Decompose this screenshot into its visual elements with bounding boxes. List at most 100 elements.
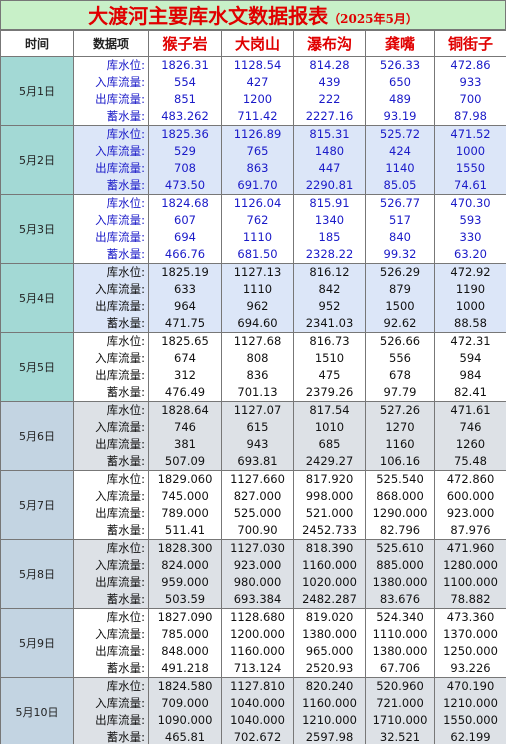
value: 700.90	[237, 523, 278, 537]
value: 1826.31	[161, 58, 209, 72]
value: 1127.68	[233, 334, 282, 348]
value-cell: 815.31 1480 447 2290.81	[293, 125, 366, 195]
value: 472.31	[450, 334, 491, 348]
value: 526.66	[379, 334, 421, 348]
title-bar: 大渡河主要库水文数据报表（2025年5月）	[0, 0, 506, 30]
value: 312	[174, 368, 196, 382]
value: 483.262	[161, 109, 209, 123]
value: 681.50	[237, 247, 278, 261]
item-label: 库水位:	[106, 610, 145, 624]
item-label: 蓄水量:	[106, 316, 145, 330]
date-cell: 5月5日	[0, 332, 74, 402]
item-label: 出库流量:	[95, 92, 145, 106]
value: 879	[389, 282, 411, 296]
value-cell: 816.12 842 952 2341.03	[293, 263, 366, 333]
value: 1370.000	[443, 627, 498, 641]
value: 511.41	[164, 523, 206, 537]
value: 700	[459, 92, 482, 106]
value-cell: 470.30 593 330 63.20	[434, 194, 506, 264]
value: 2520.93	[305, 661, 354, 675]
value: 525.540	[376, 472, 424, 486]
value-cell: 472.31 594 984 82.41	[434, 332, 506, 402]
item-cell: 库水位: 入库流量: 出库流量: 蓄水量:	[73, 263, 149, 333]
value: 848.000	[161, 644, 209, 658]
item-cell: 库水位: 入库流量: 出库流量: 蓄水量:	[73, 194, 149, 264]
value: 75.48	[454, 454, 487, 468]
value-cell: 1824.580 709.000 1090.000 465.81	[148, 677, 222, 744]
value: 471.52	[450, 127, 491, 141]
value: 1290.000	[372, 506, 428, 520]
value: 694	[174, 230, 196, 244]
value: 503.59	[164, 592, 206, 606]
day-row: 5月6日 库水位: 入库流量: 出库流量: 蓄水量: 1828.64 746 381 507.0…	[0, 401, 506, 471]
value: 521.000	[305, 506, 354, 520]
value: 1160	[385, 437, 415, 451]
value: 693.384	[233, 592, 282, 606]
item-label: 入库流量:	[95, 213, 145, 227]
value-cell: 817.54 1010 685 2429.27	[293, 401, 366, 471]
item-label: 出库流量:	[95, 437, 145, 451]
value: 473.50	[164, 178, 206, 192]
day-row: 5月1日 库水位: 入库流量: 出库流量: 蓄水量: 1826.31 554 851 483.2…	[0, 56, 506, 126]
value: 472.860	[446, 472, 495, 486]
item-label: 蓄水量:	[106, 109, 145, 123]
value-cell: 473.360 1370.000 1250.000 93.226	[434, 608, 506, 678]
day-row: 5月8日 库水位: 入库流量: 出库流量: 蓄水量: 1828.300 824.000 959…	[0, 539, 506, 609]
value: 746	[459, 420, 482, 434]
value: 594	[459, 351, 482, 365]
value: 97.79	[383, 385, 417, 399]
value: 1710.000	[372, 713, 428, 727]
value: 1550.000	[443, 713, 498, 727]
value: 470.190	[446, 679, 495, 693]
item-label: 入库流量:	[95, 351, 145, 365]
value: 765	[246, 144, 269, 158]
item-label: 出库流量:	[95, 368, 145, 382]
header-cell: 大岗山	[221, 30, 294, 57]
value: 965.000	[305, 644, 354, 658]
value: 1380.000	[372, 644, 428, 658]
value: 32.521	[379, 730, 421, 744]
item-label: 库水位:	[106, 58, 145, 72]
value: 2429.27	[305, 454, 354, 468]
value: 1510	[314, 351, 345, 365]
day-row: 5月4日 库水位: 入库流量: 出库流量: 蓄水量: 1825.19 633 964 471.7…	[0, 263, 506, 333]
value-cell: 527.26 1270 1160 106.16	[365, 401, 435, 471]
value: 1127.030	[230, 541, 285, 555]
item-label: 入库流量:	[95, 282, 145, 296]
value: 1110	[242, 282, 273, 296]
value: 526.29	[379, 265, 421, 279]
value: 2290.81	[305, 178, 354, 192]
value: 820.240	[305, 679, 354, 693]
header-row: 时间 数据项 猴子岩 大岗山 瀑布沟 龚嘴 铜街子	[0, 30, 506, 57]
value: 600.000	[446, 489, 495, 503]
value: 959.000	[161, 575, 209, 589]
value: 819.020	[305, 610, 354, 624]
value: 1260	[455, 437, 486, 451]
header-cell: 龚嘴	[365, 30, 435, 57]
value: 92.62	[383, 316, 417, 330]
item-cell: 库水位: 入库流量: 出库流量: 蓄水量:	[73, 539, 149, 609]
value: 427	[246, 75, 269, 89]
value: 78.882	[450, 592, 491, 606]
value: 933	[459, 75, 482, 89]
value-cell: 471.52 1000 1550 74.61	[434, 125, 506, 195]
item-label: 入库流量:	[95, 420, 145, 434]
date-cell: 5月3日	[0, 194, 74, 264]
value: 814.28	[309, 58, 350, 72]
value: 713.124	[233, 661, 282, 675]
value: 525.610	[376, 541, 424, 555]
value: 88.58	[454, 316, 487, 330]
value: 674	[174, 351, 196, 365]
item-label: 蓄水量:	[106, 730, 145, 744]
value-cell: 1127.810 1040.000 1040.000 702.672	[221, 677, 294, 744]
value-cell: 470.190 1210.000 1550.000 62.199	[434, 677, 506, 744]
value: 1128.680	[230, 610, 285, 624]
value: 465.81	[164, 730, 206, 744]
value: 808	[246, 351, 269, 365]
item-label: 出库流量:	[95, 713, 145, 727]
item-label: 入库流量:	[95, 558, 145, 572]
value: 1100.000	[443, 575, 498, 589]
value: 1825.65	[161, 334, 209, 348]
value: 1040.000	[230, 696, 285, 710]
day-row: 5月10日 库水位: 入库流量: 出库流量: 蓄水量: 1824.580 709.000 10…	[0, 677, 506, 744]
